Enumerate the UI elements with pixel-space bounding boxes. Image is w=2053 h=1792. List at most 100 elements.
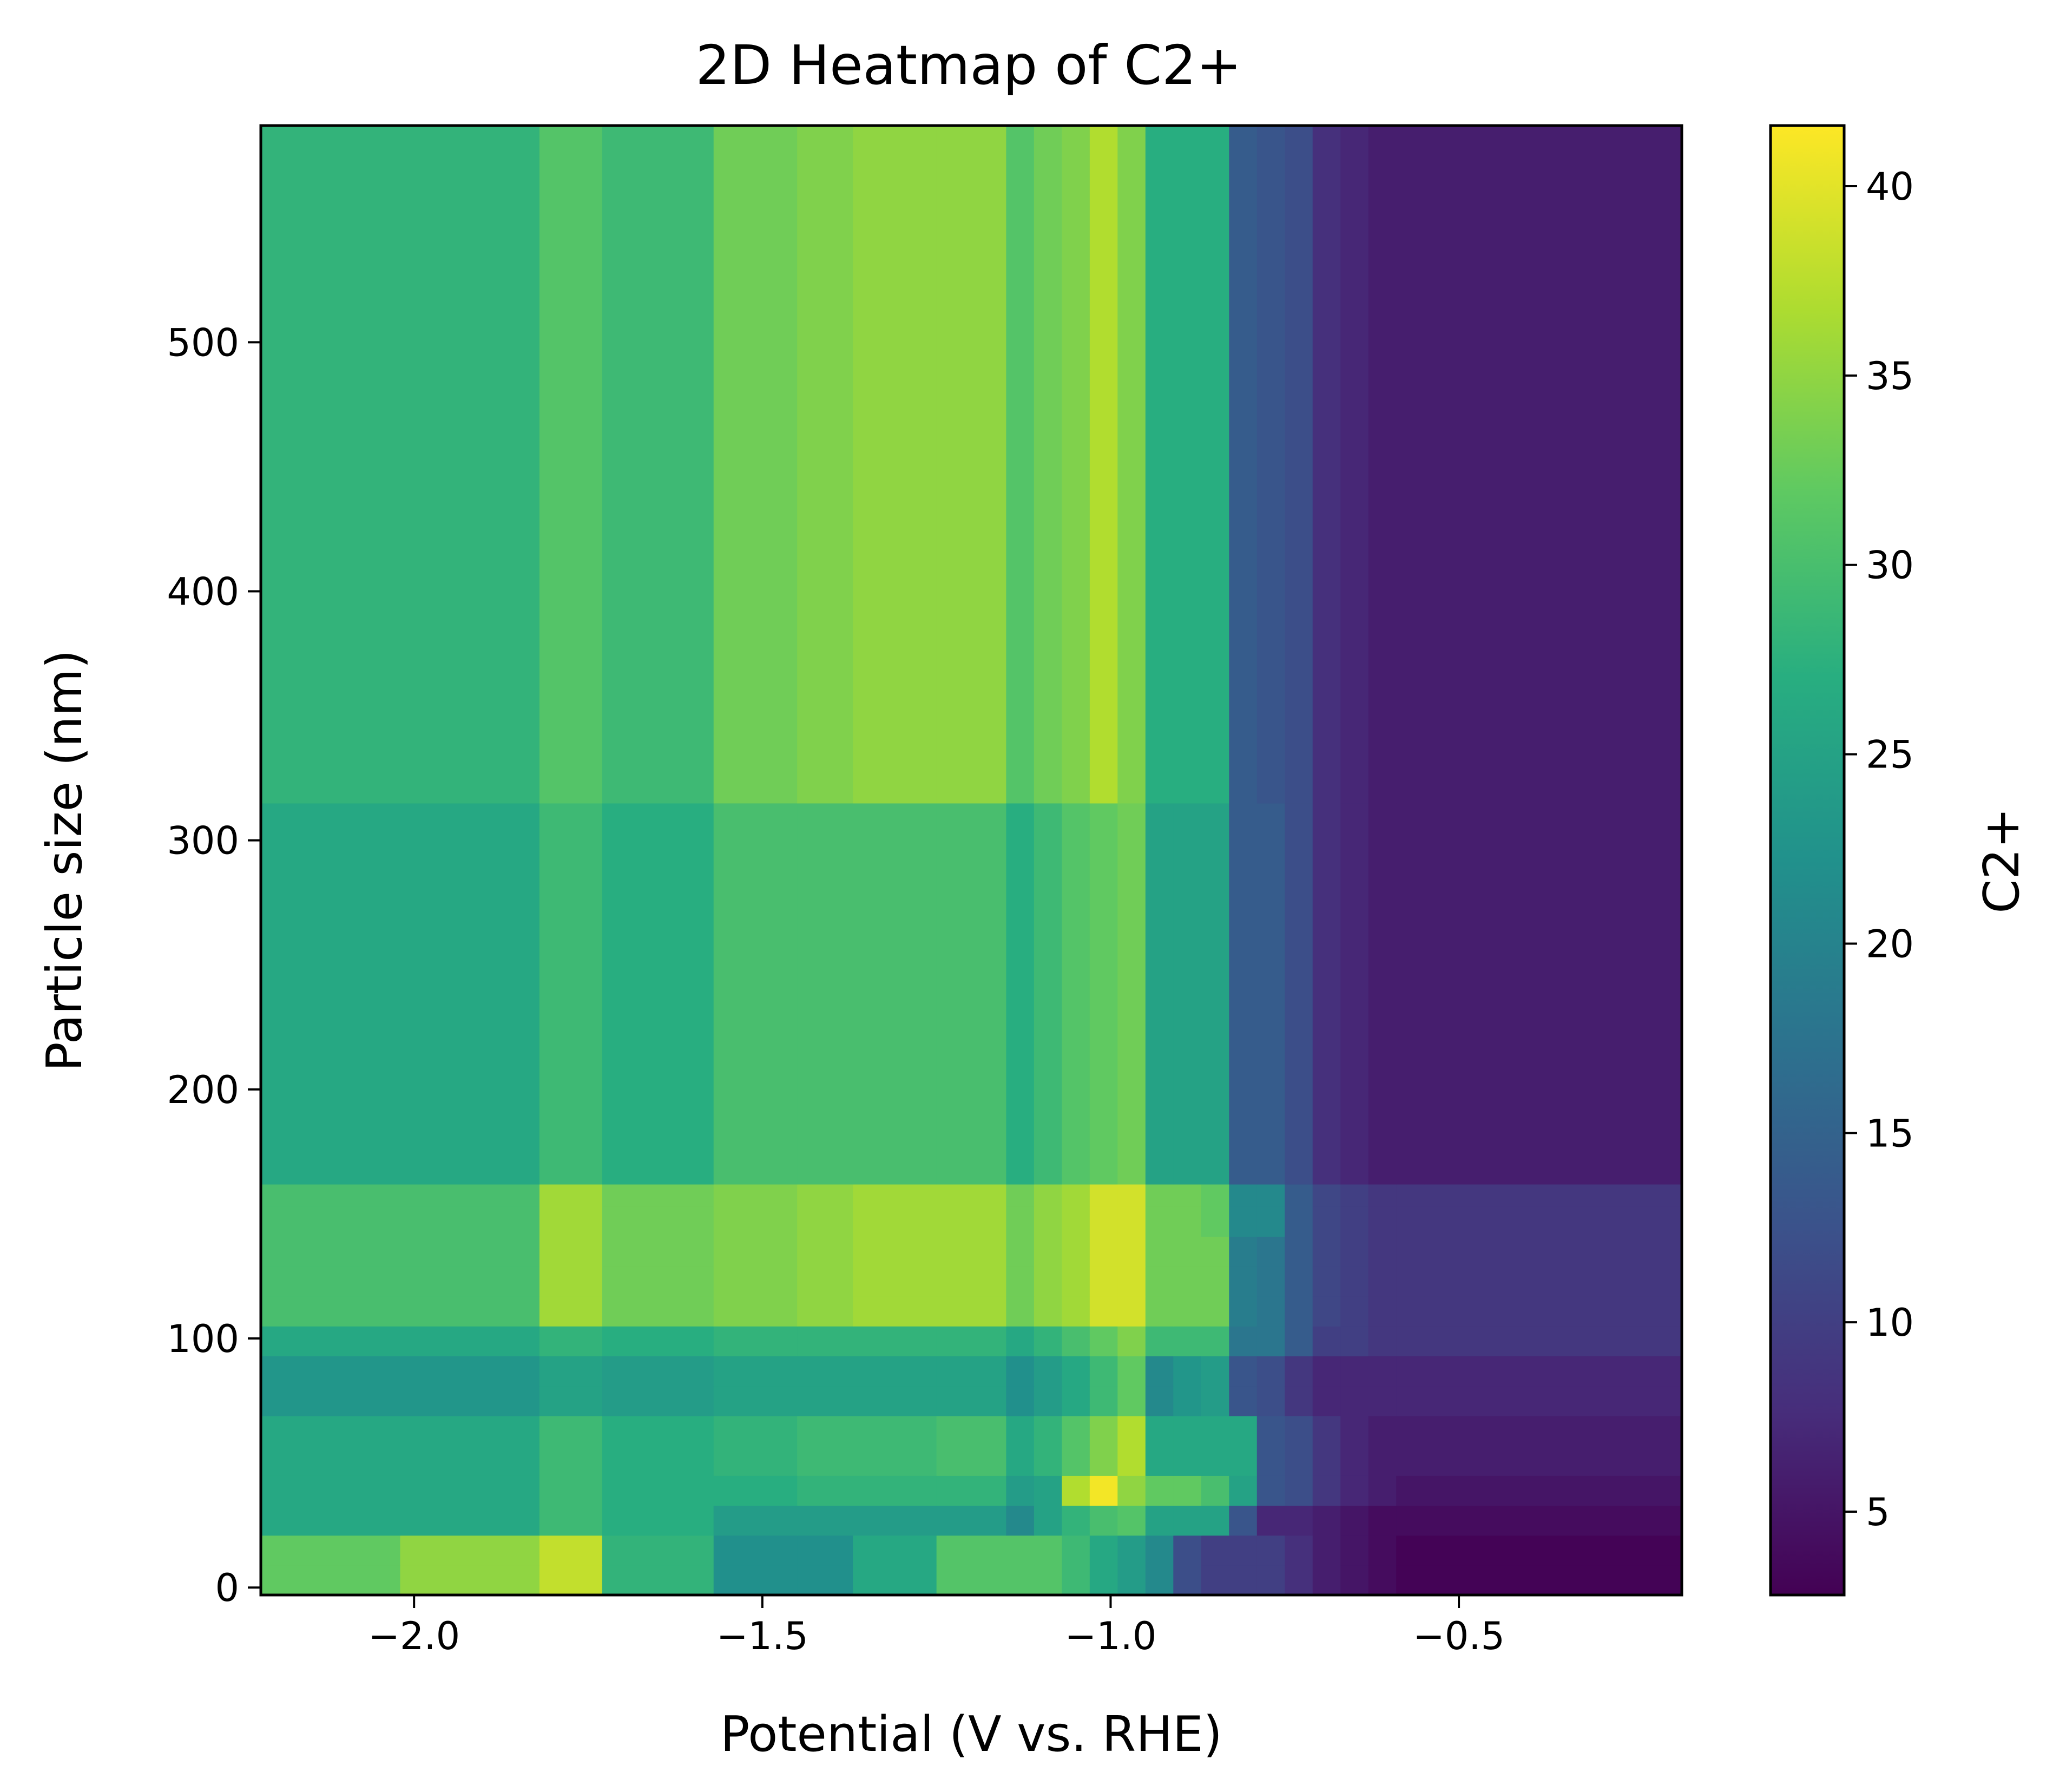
heatmap-cell bbox=[539, 1206, 603, 1237]
heatmap-cell bbox=[713, 1535, 798, 1566]
heatmap-cell bbox=[1006, 1206, 1035, 1237]
heatmap-cell bbox=[1256, 1296, 1286, 1327]
heatmap-cell bbox=[797, 1326, 853, 1357]
heatmap-cell bbox=[1062, 1356, 1090, 1387]
heatmap-cell bbox=[936, 1206, 1007, 1237]
heatmap-cell bbox=[936, 1296, 1007, 1327]
heatmap-cell bbox=[1201, 1565, 1230, 1596]
heatmap-cell bbox=[1424, 1505, 1453, 1536]
heatmap-cell bbox=[1396, 1415, 1425, 1446]
heatmap-cell bbox=[1006, 1296, 1035, 1327]
heatmap-cell bbox=[1396, 1184, 1425, 1207]
heatmap-cell bbox=[1145, 1296, 1174, 1327]
heatmap-cell bbox=[1089, 1184, 1118, 1207]
colorbar-tick-label: 10 bbox=[1866, 1301, 1914, 1345]
heatmap-cell bbox=[1034, 1206, 1063, 1237]
heatmap-cell bbox=[1117, 1535, 1146, 1566]
heatmap-cell bbox=[1424, 1386, 1453, 1416]
heatmap-cell bbox=[713, 1326, 798, 1357]
heatmap-cell bbox=[1312, 803, 1341, 1185]
heatmap-cell bbox=[1062, 126, 1090, 804]
heatmap-cell bbox=[400, 1206, 540, 1237]
heatmap-cell bbox=[539, 1184, 603, 1207]
heatmap-cell bbox=[853, 1356, 937, 1387]
heatmap-cell bbox=[1368, 1296, 1397, 1327]
heatmap-cell bbox=[713, 1296, 798, 1327]
heatmap-cell bbox=[1062, 1386, 1090, 1416]
heatmap-cell bbox=[1117, 1386, 1146, 1416]
heatmap-cell bbox=[1062, 1415, 1090, 1446]
heatmap-cell bbox=[1201, 1415, 1230, 1446]
heatmap-cell bbox=[1256, 1184, 1286, 1207]
heatmap-cell bbox=[1368, 1415, 1397, 1446]
heatmap-cell bbox=[853, 1415, 937, 1446]
heatmap-cell bbox=[713, 1415, 798, 1446]
heatmap-cell bbox=[400, 803, 540, 1185]
heatmap-cell bbox=[1368, 1475, 1397, 1506]
heatmap-cell bbox=[1006, 1475, 1035, 1506]
heatmap-cell bbox=[539, 1296, 603, 1327]
heatmap-cell bbox=[1006, 1445, 1035, 1476]
heatmap-cell bbox=[1145, 126, 1174, 804]
heatmap-cell bbox=[1006, 803, 1035, 1185]
heatmap-cell bbox=[1285, 1565, 1313, 1596]
heatmap-cell bbox=[1312, 1535, 1341, 1566]
heatmap-cell bbox=[261, 1236, 401, 1267]
heatmap-cell bbox=[1424, 1236, 1453, 1267]
heatmap-cell bbox=[1089, 1266, 1118, 1297]
heatmap-cell bbox=[1089, 1475, 1118, 1506]
heatmap-cell bbox=[936, 803, 1007, 1185]
heatmap-cell bbox=[936, 1236, 1007, 1267]
heatmap-cell bbox=[797, 1236, 853, 1267]
heatmap-cell bbox=[539, 1475, 603, 1506]
heatmap-cell bbox=[1340, 1565, 1369, 1596]
heatmap-cell bbox=[853, 126, 937, 804]
heatmap-cell bbox=[1034, 1445, 1063, 1476]
heatmap-cell bbox=[1256, 1356, 1286, 1387]
heatmap-cell bbox=[1062, 1445, 1090, 1476]
heatmap-cell bbox=[1312, 1565, 1341, 1596]
heatmap-cell bbox=[1173, 1475, 1202, 1506]
heatmap-cell bbox=[1145, 1475, 1174, 1506]
heatmap-cell bbox=[936, 1184, 1007, 1207]
heatmap-cell bbox=[1117, 1184, 1146, 1207]
heatmap-cell bbox=[713, 803, 798, 1185]
heatmap-cell bbox=[1034, 1505, 1063, 1536]
heatmap-cell bbox=[1173, 1505, 1202, 1536]
heatmap-cell bbox=[1034, 126, 1063, 804]
heatmap-cell bbox=[1285, 1206, 1313, 1237]
heatmap-cell bbox=[853, 1535, 937, 1566]
heatmap-cell bbox=[1089, 1445, 1118, 1476]
x-tick-label: −1.5 bbox=[716, 1614, 808, 1658]
colorbar-tick-label: 30 bbox=[1866, 543, 1914, 588]
heatmap-cell bbox=[1089, 1505, 1118, 1536]
heatmap-cell bbox=[1229, 1296, 1258, 1327]
heatmap-cell bbox=[1452, 1505, 1682, 1536]
heatmap-cell bbox=[1396, 1565, 1425, 1596]
heatmap-cell bbox=[1034, 803, 1063, 1185]
heatmap-cell bbox=[602, 126, 714, 804]
x-tick-label: −2.0 bbox=[368, 1614, 460, 1658]
heatmap-cell bbox=[1089, 1356, 1118, 1387]
heatmap-cell bbox=[1396, 1206, 1425, 1237]
heatmap-cell bbox=[1006, 1565, 1035, 1596]
heatmap-cell bbox=[713, 1475, 798, 1506]
x-axis: −2.0 −1.5 −1.0 −0.5 bbox=[368, 1595, 1505, 1658]
heatmap-cell bbox=[797, 1535, 853, 1566]
heatmap-cell bbox=[1229, 1475, 1258, 1506]
heatmap-cell bbox=[713, 126, 798, 804]
heatmap-cell bbox=[1117, 1236, 1146, 1267]
heatmap-cell bbox=[1256, 1386, 1286, 1416]
heatmap-cell bbox=[797, 1565, 853, 1596]
heatmap-cell bbox=[1229, 1184, 1258, 1207]
heatmap-cell bbox=[1285, 1326, 1313, 1357]
heatmap-cell bbox=[1256, 1236, 1286, 1267]
heatmap-cell bbox=[1340, 1296, 1369, 1327]
heatmap-cell bbox=[1173, 1356, 1202, 1387]
heatmap-cell bbox=[261, 1415, 401, 1446]
heatmap-cell bbox=[1340, 1236, 1369, 1267]
heatmap-cell bbox=[1117, 1356, 1146, 1387]
heatmap-cell bbox=[1312, 1266, 1341, 1297]
heatmap-cell bbox=[1368, 1236, 1397, 1267]
